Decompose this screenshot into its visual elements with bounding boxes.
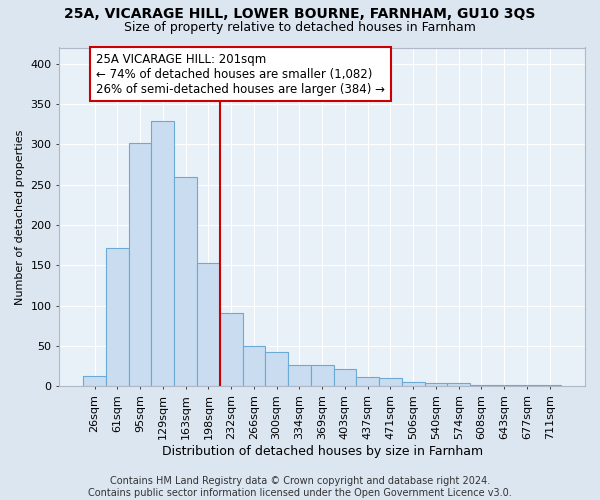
Bar	[106, 248, 129, 386]
Bar	[288, 364, 311, 386]
Bar	[265, 352, 288, 386]
Text: Size of property relative to detached houses in Farnham: Size of property relative to detached ho…	[124, 21, 476, 34]
Bar	[356, 376, 379, 386]
Bar	[151, 121, 174, 386]
Text: Contains HM Land Registry data © Crown copyright and database right 2024.
Contai: Contains HM Land Registry data © Crown c…	[88, 476, 512, 498]
Bar	[174, 178, 197, 386]
Y-axis label: Number of detached properties: Number of detached properties	[15, 129, 25, 304]
Bar	[493, 384, 515, 386]
Bar	[242, 346, 265, 387]
Bar	[379, 378, 402, 386]
Bar	[334, 370, 356, 386]
Bar	[311, 364, 334, 386]
Bar	[197, 263, 220, 386]
Bar	[425, 383, 448, 386]
X-axis label: Distribution of detached houses by size in Farnham: Distribution of detached houses by size …	[161, 444, 483, 458]
Bar	[129, 144, 151, 386]
Bar	[220, 313, 242, 386]
Bar	[538, 384, 561, 386]
Bar	[402, 382, 425, 386]
Text: 25A, VICARAGE HILL, LOWER BOURNE, FARNHAM, GU10 3QS: 25A, VICARAGE HILL, LOWER BOURNE, FARNHA…	[64, 8, 536, 22]
Text: 25A VICARAGE HILL: 201sqm
← 74% of detached houses are smaller (1,082)
26% of se: 25A VICARAGE HILL: 201sqm ← 74% of detac…	[96, 52, 385, 96]
Bar	[448, 383, 470, 386]
Bar	[83, 376, 106, 386]
